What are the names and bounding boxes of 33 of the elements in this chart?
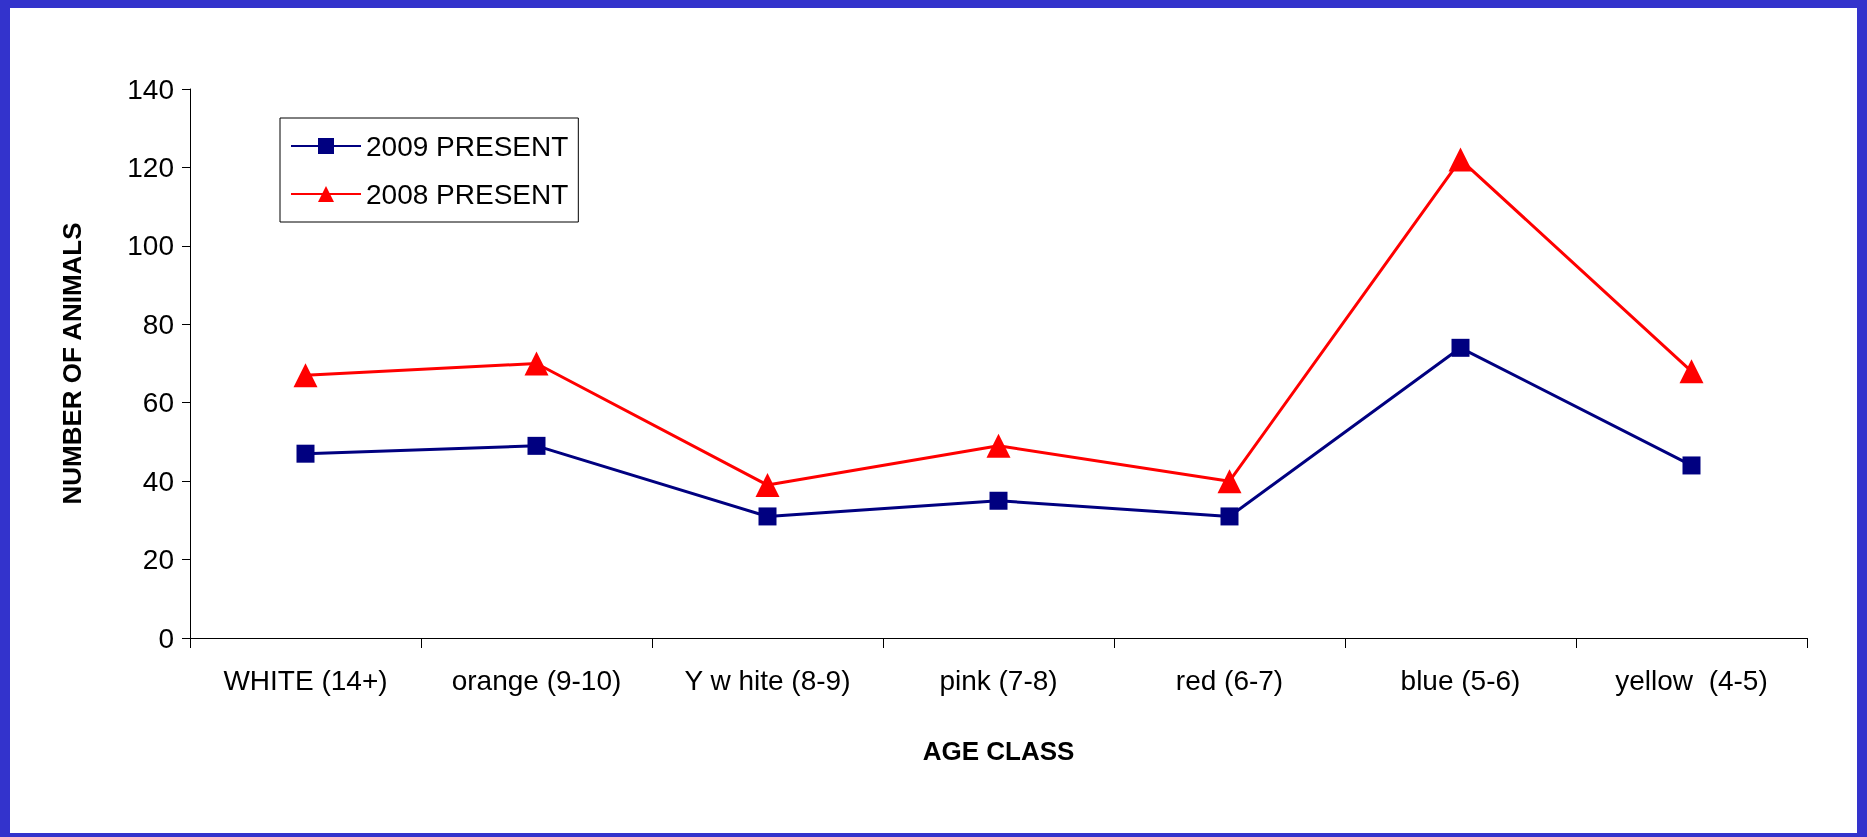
y-tick-label: 100 [127, 230, 174, 262]
point [989, 491, 1008, 510]
y-tick-label: 120 [127, 151, 174, 183]
y-tick-label: 20 [142, 544, 174, 576]
x-tick-label: orange (9-10) [451, 664, 622, 696]
point [524, 351, 549, 376]
y-tick-label: 60 [142, 387, 174, 419]
y-tick-label: 40 [142, 465, 174, 497]
point [527, 436, 546, 455]
x-tick-label: red (6-7) [1175, 664, 1284, 696]
point [986, 433, 1011, 458]
point [758, 507, 777, 526]
point [293, 363, 318, 388]
x-axis-title: AGE CLASS [922, 736, 1075, 766]
x-tick-label: pink (7-8) [939, 664, 1058, 696]
point [296, 444, 315, 463]
point [1220, 507, 1239, 526]
point [1448, 147, 1473, 172]
y-axis-title: NUMBER OF ANIMALS [57, 222, 87, 505]
point [1451, 338, 1470, 357]
x-tick-label: WHITE (14+) [223, 664, 388, 696]
point [1682, 456, 1701, 475]
point [1217, 469, 1242, 494]
x-tick-label: blue (5-6) [1400, 664, 1521, 696]
legend-label: 2008 PRESENT [366, 178, 569, 210]
y-tick-label: 80 [142, 308, 174, 340]
legend-label: 2009 PRESENT [366, 130, 569, 162]
y-tick-label: 0 [158, 622, 174, 654]
x-tick-label: yellow (4-5) [1615, 664, 1768, 696]
y-tick-label: 140 [127, 73, 174, 105]
x-tick-label: Y w hite (8-9) [684, 664, 851, 696]
point [755, 473, 780, 498]
point [1679, 359, 1704, 384]
